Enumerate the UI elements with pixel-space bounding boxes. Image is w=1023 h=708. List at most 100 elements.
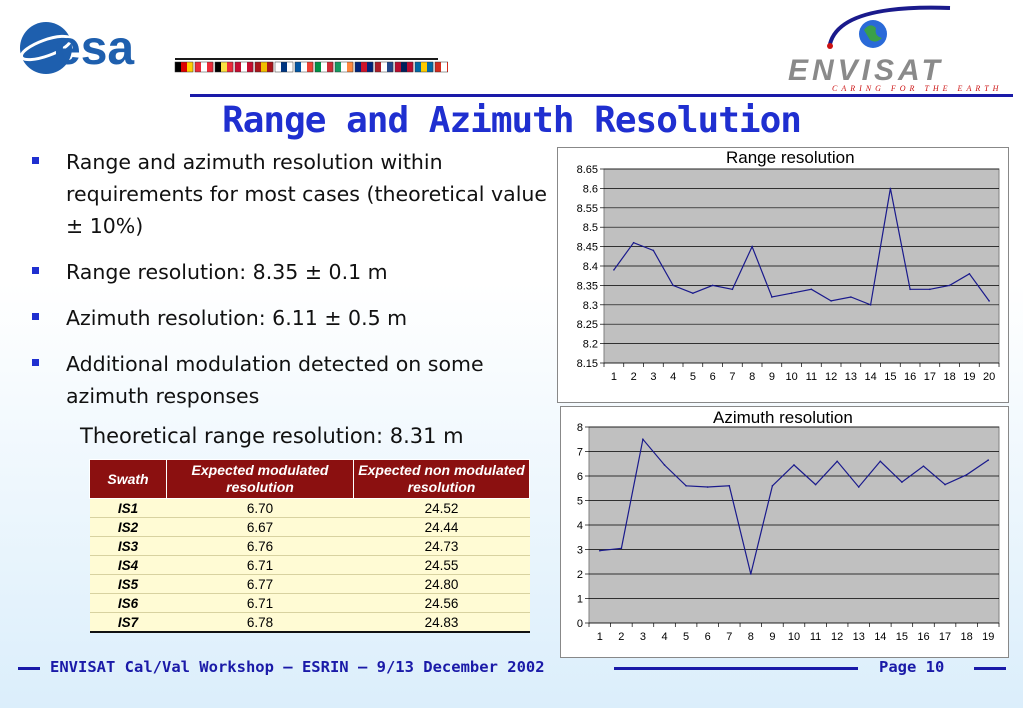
x-tick-label: 12 xyxy=(825,371,837,383)
bullet-text: Range resolution: 8.35 ± 0.1 m xyxy=(66,260,388,284)
data-point xyxy=(879,460,882,463)
table-cell-swath: IS2 xyxy=(89,517,167,537)
flag-icon xyxy=(334,61,354,73)
data-point xyxy=(830,300,832,302)
flag-stripe xyxy=(187,62,194,72)
table-cell: 6.67 xyxy=(166,517,354,537)
x-tick-label: 11 xyxy=(810,631,821,643)
flag-stripe xyxy=(201,62,208,72)
table-cell: 6.71 xyxy=(166,593,354,613)
table-header: Expected modulated resolution xyxy=(166,459,354,499)
x-tick-label: 19 xyxy=(982,631,994,643)
flag-stripe xyxy=(255,62,262,72)
table-cell: 6.78 xyxy=(166,612,354,633)
data-point xyxy=(922,465,925,467)
y-tick-label: 7 xyxy=(577,447,583,459)
flag-icon xyxy=(254,61,274,73)
flag-stripe xyxy=(361,62,368,72)
envisat-tagline: CARING FOR THE EARTH xyxy=(832,84,1002,93)
data-point xyxy=(692,292,694,294)
data-point xyxy=(750,573,752,575)
x-tick-label: 18 xyxy=(944,371,956,383)
table-cell-swath: IS5 xyxy=(89,574,167,594)
x-tick-label: 3 xyxy=(650,371,656,383)
x-tick-label: 4 xyxy=(670,371,676,383)
y-tick-label: 8.2 xyxy=(583,339,598,351)
table-cell: 24.55 xyxy=(353,555,530,575)
bullet-item: Range resolution: 8.35 ± 0.1 m xyxy=(30,256,570,288)
y-tick-label: 8.45 xyxy=(577,242,598,254)
y-tick-label: 8 xyxy=(577,422,583,434)
flag-stripe xyxy=(227,62,234,72)
flag-stripe xyxy=(175,62,182,72)
azimuth-resolution-chart: Azimuth resolution 0 1 2 3 4 5 6 7 8 1 2 3 4 5 6 7 8 9 10 11… xyxy=(560,406,1009,658)
flag-icon xyxy=(394,61,414,73)
table-row: IS7 6.78 24.83 xyxy=(89,612,530,633)
x-tick-label: 19 xyxy=(963,371,975,383)
table-cell: 24.80 xyxy=(353,574,530,594)
footer-rule-right xyxy=(974,667,1006,670)
bullet-marker-icon xyxy=(32,157,39,164)
data-point xyxy=(663,464,666,466)
table-cell: 24.83 xyxy=(353,612,530,633)
data-point xyxy=(711,284,714,287)
flag-strip-rule xyxy=(175,58,438,60)
y-tick-label: 8.6 xyxy=(583,183,598,195)
flag-stripe xyxy=(275,62,282,72)
x-tick-label: 7 xyxy=(729,371,735,383)
flag-stripe xyxy=(307,62,314,72)
y-tick-label: 8.3 xyxy=(583,300,598,312)
data-point xyxy=(909,288,911,291)
x-tick-label: 16 xyxy=(917,631,929,643)
flag-stripe xyxy=(241,62,248,72)
data-point xyxy=(642,438,644,441)
data-point xyxy=(672,284,674,287)
bullet-marker-icon xyxy=(32,267,39,274)
flag-stripe xyxy=(341,62,348,72)
x-tick-label: 3 xyxy=(640,631,646,643)
esa-logo: esa xyxy=(18,18,454,82)
table-header: Swath xyxy=(89,459,167,499)
data-point xyxy=(968,272,971,275)
data-point xyxy=(814,483,817,486)
table-cell: 6.77 xyxy=(166,574,354,594)
x-tick-label: 7 xyxy=(726,631,732,643)
flag-icon xyxy=(374,61,394,73)
flag-icon xyxy=(354,61,374,73)
data-point xyxy=(850,296,852,298)
data-point xyxy=(771,485,774,487)
bullet-marker-icon xyxy=(32,359,39,366)
flag-stripe xyxy=(207,62,214,72)
table-row: IS1 6.70 24.52 xyxy=(89,498,530,518)
table-row: IS4 6.71 24.55 xyxy=(89,555,530,575)
y-tick-label: 6 xyxy=(577,471,583,483)
y-tick-label: 8.65 xyxy=(577,164,598,176)
x-tick-label: 10 xyxy=(788,631,800,643)
flag-stripe xyxy=(181,62,188,72)
eu-flags xyxy=(174,58,454,73)
table-row: IS3 6.76 24.73 xyxy=(89,536,530,556)
table-cell: 6.70 xyxy=(166,498,354,518)
table-cell-swath: IS6 xyxy=(89,593,167,613)
flag-stripe xyxy=(235,62,242,72)
flag-stripe xyxy=(367,62,374,72)
x-tick-label: 20 xyxy=(983,371,995,383)
data-point xyxy=(652,249,655,252)
x-tick-label: 4 xyxy=(661,631,667,643)
footer-text: ENVISAT Cal/Val Workshop – ESRIN – 9/13 … xyxy=(50,658,545,676)
x-tick-label: 2 xyxy=(618,631,624,643)
theoretical-resolution-text: Theoretical range resolution: 8.31 m xyxy=(80,424,464,448)
flag-stripe xyxy=(381,62,388,72)
flag-stripe xyxy=(375,62,382,72)
header-rule xyxy=(190,94,1013,97)
footer-rule-left xyxy=(18,667,40,670)
flag-stripe xyxy=(281,62,288,72)
bullet-text: Azimuth resolution: 6.11 ± 0.5 m xyxy=(66,306,408,330)
x-tick-label: 17 xyxy=(939,631,951,643)
flag-icon xyxy=(314,61,334,73)
table-row: IS6 6.71 24.56 xyxy=(89,593,530,613)
envisat-logo-text: ENVISAT xyxy=(788,54,944,87)
x-tick-label: 16 xyxy=(904,371,916,383)
table-cell: 6.71 xyxy=(166,555,354,575)
x-tick-label: 6 xyxy=(705,631,711,643)
